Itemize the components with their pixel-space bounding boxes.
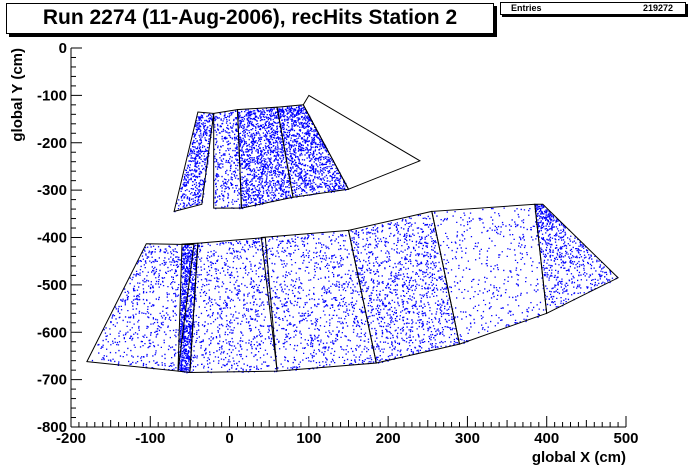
hits-outer-3 [190,238,279,374]
hits-inner-2 [213,110,243,210]
y-tick-label: -500 [37,277,67,294]
x-tick-label: 400 [534,430,559,447]
x-axis-title: global X (cm) [532,449,626,466]
x-tick-label: -200 [56,430,86,447]
chamber-outline-inner-5 [302,94,422,190]
hits-inner-3 [237,107,293,210]
y-tick-label: -200 [37,135,67,152]
y-tick-label: -100 [37,87,67,104]
chamber-outline-inner-1 [173,111,215,213]
x-tick-label: 300 [455,430,480,447]
hits-inner-4 [278,105,349,198]
hits-outer-5 [350,214,460,364]
chamber-outline-outer-1 [86,243,195,372]
y-tick-label: 0 [59,40,67,57]
chambers-layer [86,94,619,374]
y-tick-label: -700 [37,372,67,389]
hits-outer-1 [91,244,194,371]
stats-box: Entries 219272 [500,2,686,15]
y-tick-label: -300 [37,182,67,199]
x-tick-label: 500 [613,430,638,447]
x-ticks: -200 -100 0 100 200 300 400 500 [56,416,639,447]
chart-title: Run 2274 (11-Aug-2006), recHits Station … [42,6,458,29]
hits-outer-2 [178,244,199,374]
y-tick-label: -600 [37,324,67,341]
chamber-outline-outer-7 [534,203,619,315]
title-box: Run 2274 (11-Aug-2006), recHits Station … [6,3,494,34]
x-tick-label: 200 [376,430,401,447]
hits-outer-6 [434,207,547,344]
axes-layer [70,48,626,428]
points-layer [91,105,618,374]
y-tick-label: -400 [37,230,67,247]
stats-entries-label: Entries [511,3,542,13]
chamber-outline-outer-6 [431,203,548,345]
x-tick-label: -100 [135,430,165,447]
stats-entries-value: 219272 [642,3,673,13]
hits-inner-1 [174,112,215,213]
x-tick-label: 0 [225,430,233,447]
y-axis-title: global Y (cm) [9,48,26,142]
y-tick-label: -800 [37,419,67,436]
y-ticks: 0 -100 -200 -300 -400 -500 -600 -700 -800 [37,40,82,436]
hits-outer-7 [535,204,618,308]
x-tick-label: 100 [296,430,321,447]
